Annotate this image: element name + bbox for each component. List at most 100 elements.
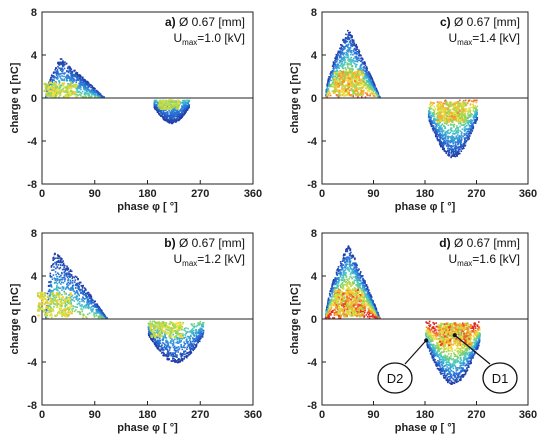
data-point [460,136,463,139]
data-point [72,81,74,83]
data-point [65,63,68,65]
data-point [193,340,196,343]
data-point [166,332,169,335]
data-point [78,281,81,284]
data-point [360,70,362,72]
data-point [329,94,332,97]
data-point [441,132,444,134]
data-point [326,93,328,96]
data-point [62,262,65,265]
data-point [70,85,73,88]
data-point [47,88,50,91]
data-point [464,112,466,115]
data-point [472,105,475,107]
data-point [91,91,94,93]
data-point [349,40,352,42]
data-point [76,289,78,292]
x-axis-label: phase φ [ °] [117,422,178,434]
data-point [88,293,90,296]
data-point [71,277,74,280]
data-point [156,101,158,103]
data-point [453,144,455,147]
data-point [454,146,456,149]
data-point [333,83,335,86]
data-point [79,288,82,291]
data-point [440,141,442,143]
data-point [77,288,80,291]
data-point [47,87,50,90]
data-point [449,131,452,134]
data-point [47,317,49,319]
data-point [199,329,201,331]
data-point [334,82,337,85]
data-point [185,339,188,341]
data-point [84,87,87,90]
data-point [81,81,83,84]
data-point [329,85,332,87]
data-point [351,45,354,47]
data-point [149,326,152,329]
data-point [156,328,159,331]
data-point [342,53,345,55]
data-point [328,91,330,93]
data-point [84,80,87,83]
data-point [61,278,64,281]
data-point [166,345,169,347]
data-point [80,88,82,91]
data-point [353,43,355,45]
data-point [165,348,168,351]
data-point [83,86,85,88]
data-point [361,96,363,98]
data-point [76,91,79,93]
data-point [469,122,472,125]
data-point [77,74,80,76]
data-point [61,286,64,288]
data-point [87,92,90,95]
data-point [66,314,70,317]
data-point [65,79,68,82]
data-point [348,38,350,41]
data-point [345,68,347,71]
data-point [181,360,184,362]
data-point [157,109,160,112]
data-point [161,344,163,347]
data-point [67,268,69,271]
data-point [69,292,72,295]
data-point [355,80,358,82]
data-point [189,347,192,349]
data-point [68,84,72,87]
data-point [45,96,47,98]
data-point [336,69,338,71]
data-point [173,352,175,354]
umax-value: =1.0 [kV] [197,31,245,45]
data-point [329,76,331,79]
data-point [60,307,63,311]
data-point [57,254,59,257]
data-point [177,102,180,105]
data-point [431,104,434,106]
data-point [164,336,167,339]
data-point [343,52,346,54]
data-point [63,266,65,269]
data-point [339,73,342,76]
data-point [367,77,369,79]
data-point [62,82,66,85]
data-point [69,289,71,291]
data-point [53,288,56,291]
data-point [100,94,102,97]
data-point [84,85,86,88]
data-point [376,90,378,93]
data-point [365,82,367,84]
data-point [356,87,359,90]
data-point [163,116,166,118]
data-point [351,77,354,80]
data-point [82,313,85,315]
data-point [53,269,55,271]
data-point [52,75,54,77]
data-point [168,121,170,123]
data-point [172,121,174,123]
data-point [172,343,175,346]
data-point [81,83,83,85]
data-point [170,110,173,112]
data-point [57,65,59,68]
